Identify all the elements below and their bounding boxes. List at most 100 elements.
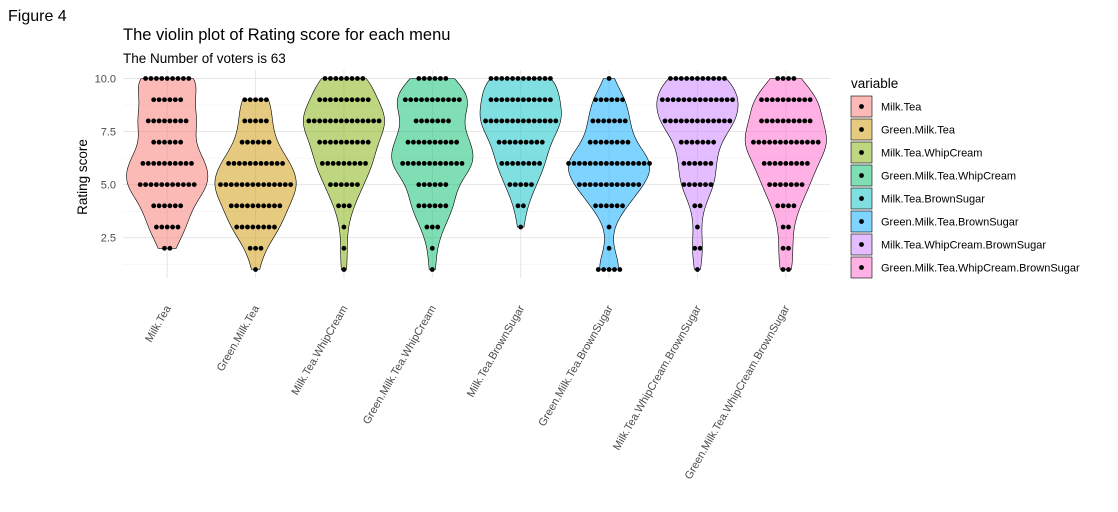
data-point: [620, 203, 625, 209]
data-point: [253, 160, 258, 166]
y-axis-title: Rating score: [75, 139, 90, 215]
data-point: [587, 160, 593, 166]
data-point: [711, 118, 717, 124]
data-point: [408, 97, 414, 103]
data-point: [598, 203, 604, 209]
data-point: [419, 97, 424, 103]
data-point: [692, 97, 698, 103]
data-point: [355, 97, 360, 103]
data-point: [341, 160, 347, 166]
data-point: [799, 139, 805, 145]
data-point: [647, 160, 652, 166]
data-point: [239, 224, 245, 230]
y-tick-label: 2.5: [101, 233, 116, 245]
data-point: [411, 160, 416, 166]
data-point: [440, 118, 446, 124]
data-point: [620, 160, 625, 166]
data-point: [162, 97, 167, 103]
data-point: [678, 118, 684, 124]
data-point: [807, 97, 813, 103]
data-point: [454, 160, 460, 166]
data-point: [504, 160, 510, 166]
data-point: [338, 97, 344, 103]
legend-key-dot: [859, 265, 864, 270]
data-point: [775, 203, 781, 209]
data-point: [255, 139, 261, 145]
data-point: [438, 76, 443, 81]
data-point: [263, 97, 269, 103]
data-point: [767, 160, 773, 166]
data-point: [151, 203, 157, 209]
violin-3: [302, 78, 385, 270]
data-point: [780, 76, 786, 81]
data-point: [355, 76, 360, 81]
x-tick-label: Green.Milk.Tea.WhipCream: [361, 304, 439, 427]
data-point: [780, 267, 786, 272]
data-point: [167, 245, 173, 251]
data-point: [186, 76, 192, 81]
data-point: [344, 118, 350, 124]
data-point: [167, 203, 173, 209]
data-point: [245, 224, 250, 230]
data-point: [689, 118, 695, 124]
data-point: [788, 160, 794, 166]
data-point: [421, 139, 427, 145]
data-point: [344, 182, 350, 188]
data-point: [162, 118, 167, 124]
data-point: [796, 97, 802, 103]
data-point: [376, 118, 382, 124]
data-point: [708, 182, 714, 188]
data-point: [587, 139, 593, 145]
data-point: [234, 203, 240, 209]
data-point: [170, 76, 175, 81]
data-point: [686, 182, 692, 188]
data-point: [510, 118, 515, 124]
data-point: [786, 224, 791, 230]
data-point: [520, 118, 526, 124]
data-point: [526, 160, 532, 166]
data-point: [775, 97, 781, 103]
data-point: [349, 182, 355, 188]
data-point: [432, 139, 438, 145]
legend-key-dot: [859, 127, 864, 132]
data-point: [145, 118, 151, 124]
data-point: [493, 118, 499, 124]
data-point: [443, 160, 449, 166]
data-point: [405, 139, 411, 145]
data-point: [429, 245, 435, 251]
data-point: [689, 76, 695, 81]
data-point: [603, 203, 609, 209]
data-point: [183, 160, 189, 166]
data-point: [424, 97, 430, 103]
data-point: [603, 160, 609, 166]
data-point: [140, 160, 146, 166]
data-point: [258, 97, 264, 103]
data-point: [499, 118, 505, 124]
y-tick-label: 5.0: [101, 180, 116, 192]
data-point: [236, 160, 242, 166]
data-point: [413, 118, 419, 124]
data-point: [170, 224, 175, 230]
data-point: [175, 76, 181, 81]
data-point: [261, 182, 267, 188]
data-point: [614, 97, 620, 103]
data-point: [172, 97, 178, 103]
data-point: [443, 182, 449, 188]
data-point: [371, 118, 377, 124]
data-point: [515, 97, 521, 103]
data-point: [153, 182, 159, 188]
data-point: [799, 182, 805, 188]
data-point: [328, 76, 333, 81]
data-point: [609, 160, 615, 166]
data-point: [786, 203, 791, 209]
data-point: [429, 97, 435, 103]
data-point: [673, 118, 679, 124]
data-point: [245, 203, 250, 209]
data-point: [724, 97, 730, 103]
data-point: [325, 160, 331, 166]
data-point: [531, 118, 537, 124]
data-point: [159, 182, 165, 188]
data-point: [603, 182, 609, 188]
data-point: [172, 139, 178, 145]
data-point: [288, 182, 294, 188]
